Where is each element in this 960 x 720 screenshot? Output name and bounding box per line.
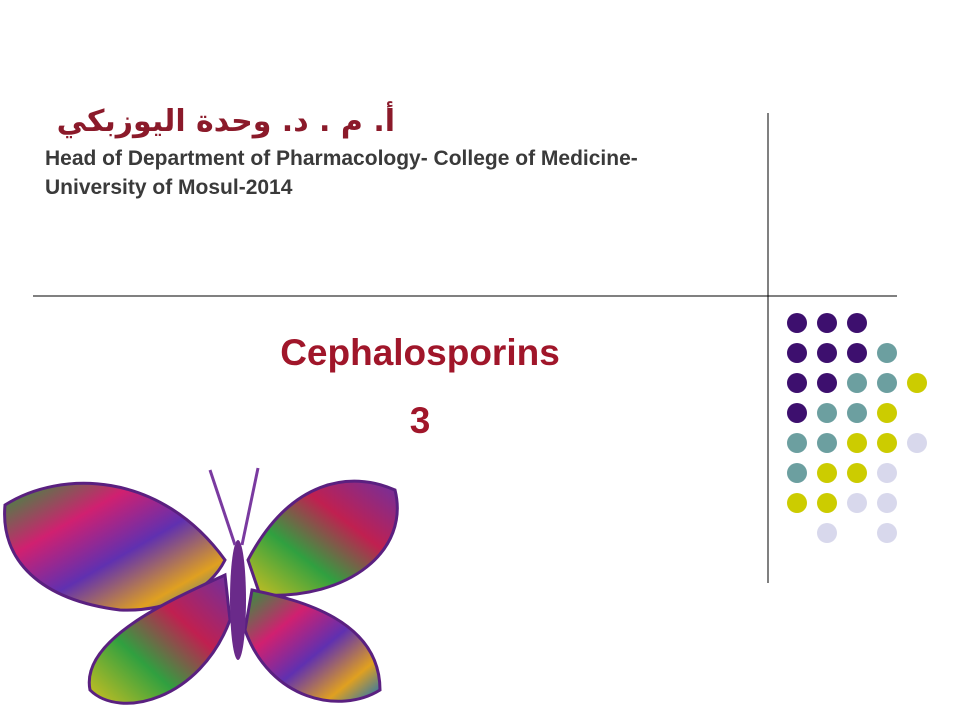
dot xyxy=(877,493,897,513)
dot xyxy=(877,463,897,483)
dot xyxy=(877,343,897,363)
butterfly xyxy=(3,467,399,705)
dot xyxy=(877,403,897,423)
dot xyxy=(817,463,837,483)
dot xyxy=(787,343,807,363)
dot xyxy=(817,313,837,333)
dot xyxy=(817,343,837,363)
dot xyxy=(787,463,807,483)
affiliation: Head of Department of Pharmacology- Coll… xyxy=(45,147,638,199)
dot xyxy=(877,373,897,393)
slide-number: 3 xyxy=(409,400,431,441)
dot-pattern xyxy=(787,313,927,543)
slide-title: Cephalosporins xyxy=(280,332,560,373)
dot xyxy=(847,433,867,453)
dot xyxy=(787,433,807,453)
dot xyxy=(907,433,927,453)
dot xyxy=(847,463,867,483)
dot xyxy=(877,523,897,543)
dot xyxy=(847,493,867,513)
dot xyxy=(847,313,867,333)
dot xyxy=(907,373,927,393)
dot xyxy=(787,493,807,513)
dot xyxy=(817,523,837,543)
author: أ. م . د. وحدة اليوزبكي xyxy=(56,104,395,139)
dot xyxy=(847,343,867,363)
dot xyxy=(817,493,837,513)
dot xyxy=(817,403,837,423)
dot xyxy=(817,373,837,393)
dot xyxy=(847,403,867,423)
dot xyxy=(817,433,837,453)
dot xyxy=(787,373,807,393)
dot xyxy=(787,403,807,423)
dot xyxy=(847,373,867,393)
dot xyxy=(877,433,897,453)
dot xyxy=(787,313,807,333)
